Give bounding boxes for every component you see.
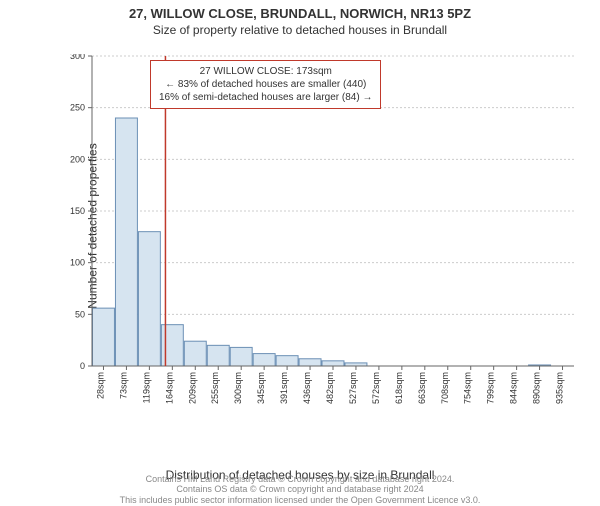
footnote-line2: Contains OS data © Crown copyright and d… — [0, 484, 600, 495]
svg-text:50: 50 — [75, 309, 85, 319]
svg-text:572sqm: 572sqm — [371, 372, 381, 404]
svg-text:73sqm: 73sqm — [118, 372, 128, 399]
svg-text:527sqm: 527sqm — [348, 372, 358, 404]
svg-text:150: 150 — [70, 206, 85, 216]
svg-text:0: 0 — [80, 361, 85, 371]
svg-text:391sqm: 391sqm — [279, 372, 289, 404]
svg-text:200: 200 — [70, 154, 85, 164]
svg-text:618sqm: 618sqm — [394, 372, 404, 404]
svg-text:255sqm: 255sqm — [210, 372, 220, 404]
svg-text:663sqm: 663sqm — [417, 372, 427, 404]
svg-text:436sqm: 436sqm — [302, 372, 312, 404]
page-subtitle: Size of property relative to detached ho… — [0, 23, 600, 37]
info-box-line2: ← 83% of detached houses are smaller (44… — [159, 78, 372, 91]
svg-text:28sqm: 28sqm — [95, 372, 105, 399]
footnote-line3: This includes public sector information … — [0, 495, 600, 506]
page-title: 27, WILLOW CLOSE, BRUNDALL, NORWICH, NR1… — [0, 6, 600, 21]
svg-text:250: 250 — [70, 103, 85, 113]
info-box-line3: 16% of semi-detached houses are larger (… — [159, 91, 372, 104]
chart-area: 0 50 100 150 200 250 300 28sqm 73sqm 119sqm 164sqm… — [62, 54, 580, 424]
svg-text:754sqm: 754sqm — [463, 372, 473, 404]
container: 27, WILLOW CLOSE, BRUNDALL, NORWICH, NR1… — [0, 6, 600, 506]
svg-text:799sqm: 799sqm — [486, 372, 496, 404]
svg-text:708sqm: 708sqm — [440, 372, 450, 404]
svg-text:300: 300 — [70, 54, 85, 61]
svg-text:119sqm: 119sqm — [141, 372, 151, 403]
svg-text:164sqm: 164sqm — [164, 372, 174, 404]
info-box: 27 WILLOW CLOSE: 173sqm ← 83% of detache… — [150, 60, 381, 109]
footnote-line1: Contains HM Land Registry data © Crown c… — [0, 474, 600, 485]
svg-text:100: 100 — [70, 258, 85, 268]
histogram-chart: 0 50 100 150 200 250 300 28sqm 73sqm 119sqm 164sqm… — [62, 54, 580, 424]
footnote: Contains HM Land Registry data © Crown c… — [0, 474, 600, 506]
svg-text:482sqm: 482sqm — [325, 372, 335, 404]
svg-text:844sqm: 844sqm — [509, 372, 519, 404]
svg-text:345sqm: 345sqm — [256, 372, 266, 404]
svg-text:300sqm: 300sqm — [233, 372, 243, 404]
svg-text:890sqm: 890sqm — [532, 372, 542, 404]
info-box-line1: 27 WILLOW CLOSE: 173sqm — [159, 65, 372, 78]
svg-text:935sqm: 935sqm — [555, 372, 565, 404]
svg-text:209sqm: 209sqm — [187, 372, 197, 404]
